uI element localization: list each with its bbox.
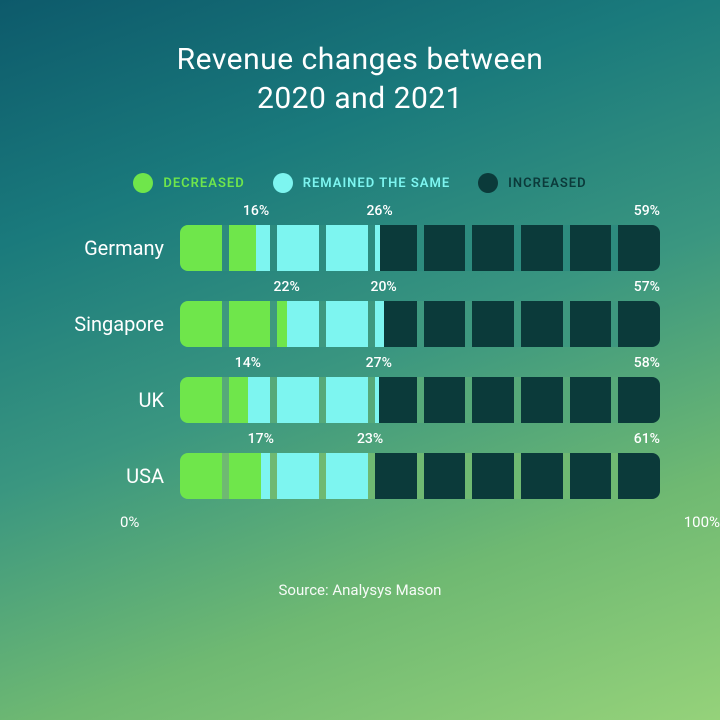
- bar: 17%23%61%: [180, 453, 660, 499]
- swatch-same: [273, 173, 293, 193]
- bar-row: Singapore22%20%57%: [60, 301, 660, 347]
- chart-title: Revenue changes between 2020 and 2021: [0, 0, 720, 118]
- segment-same: [256, 225, 380, 271]
- swatch-decreased: [133, 173, 153, 193]
- segment-decreased: [180, 225, 256, 271]
- title-line-2: 2020 and 2021: [0, 79, 720, 118]
- source-text: Source: Analysys Mason: [0, 581, 720, 599]
- legend-increased-label: INCREASED: [508, 176, 586, 191]
- legend: DECREASED REMAINED THE SAME INCREASED: [0, 173, 720, 193]
- swatch-increased: [478, 173, 498, 193]
- legend-decreased: DECREASED: [133, 173, 244, 193]
- row-label: Germany: [60, 236, 180, 260]
- legend-same-label: REMAINED THE SAME: [303, 176, 450, 191]
- value-labels: 22% 20% 57%: [180, 279, 660, 297]
- segment-decreased: [180, 377, 248, 423]
- title-line-1: Revenue changes between: [0, 40, 720, 79]
- segment-increased: [380, 225, 660, 271]
- value-labels: 17% 23% 61%: [180, 431, 660, 449]
- segment-increased: [370, 453, 660, 499]
- segment-decreased: [180, 301, 287, 347]
- value-decreased: 16%: [243, 203, 269, 219]
- row-label: USA: [60, 464, 180, 488]
- x-axis: 0% 100%: [120, 513, 720, 531]
- value-same: 23%: [357, 431, 383, 447]
- axis-min: 0%: [120, 513, 139, 531]
- segment-same: [248, 377, 379, 423]
- value-increased: 58%: [634, 355, 660, 371]
- bar-row: UK14%27%58%: [60, 377, 660, 423]
- segment-increased: [379, 377, 660, 423]
- value-same: 20%: [371, 279, 397, 295]
- segment-same: [287, 301, 384, 347]
- value-increased: 57%: [634, 279, 660, 295]
- chart-area: Germany16%26%59%Singapore22%20%57%UK14%2…: [60, 225, 660, 499]
- row-label: UK: [60, 388, 180, 412]
- value-decreased: 22%: [274, 279, 300, 295]
- value-labels: 16% 26% 59%: [180, 203, 660, 221]
- axis-max: 100%: [684, 513, 720, 531]
- bar: 22%20%57%: [180, 301, 660, 347]
- bar: 16%26%59%: [180, 225, 660, 271]
- bar-row: USA17%23%61%: [60, 453, 660, 499]
- value-labels: 14% 27% 58%: [180, 355, 660, 373]
- value-decreased: 14%: [235, 355, 261, 371]
- value-same: 27%: [366, 355, 392, 371]
- segment-increased: [384, 301, 660, 347]
- value-decreased: 17%: [248, 431, 274, 447]
- legend-same: REMAINED THE SAME: [273, 173, 450, 193]
- bar: 14%27%58%: [180, 377, 660, 423]
- bar-row: Germany16%26%59%: [60, 225, 660, 271]
- value-increased: 61%: [634, 431, 660, 447]
- legend-decreased-label: DECREASED: [163, 176, 244, 191]
- legend-increased: INCREASED: [478, 173, 586, 193]
- segment-same: [261, 453, 370, 499]
- value-increased: 59%: [634, 203, 660, 219]
- segment-decreased: [180, 453, 261, 499]
- value-same: 26%: [366, 203, 392, 219]
- row-label: Singapore: [60, 312, 180, 336]
